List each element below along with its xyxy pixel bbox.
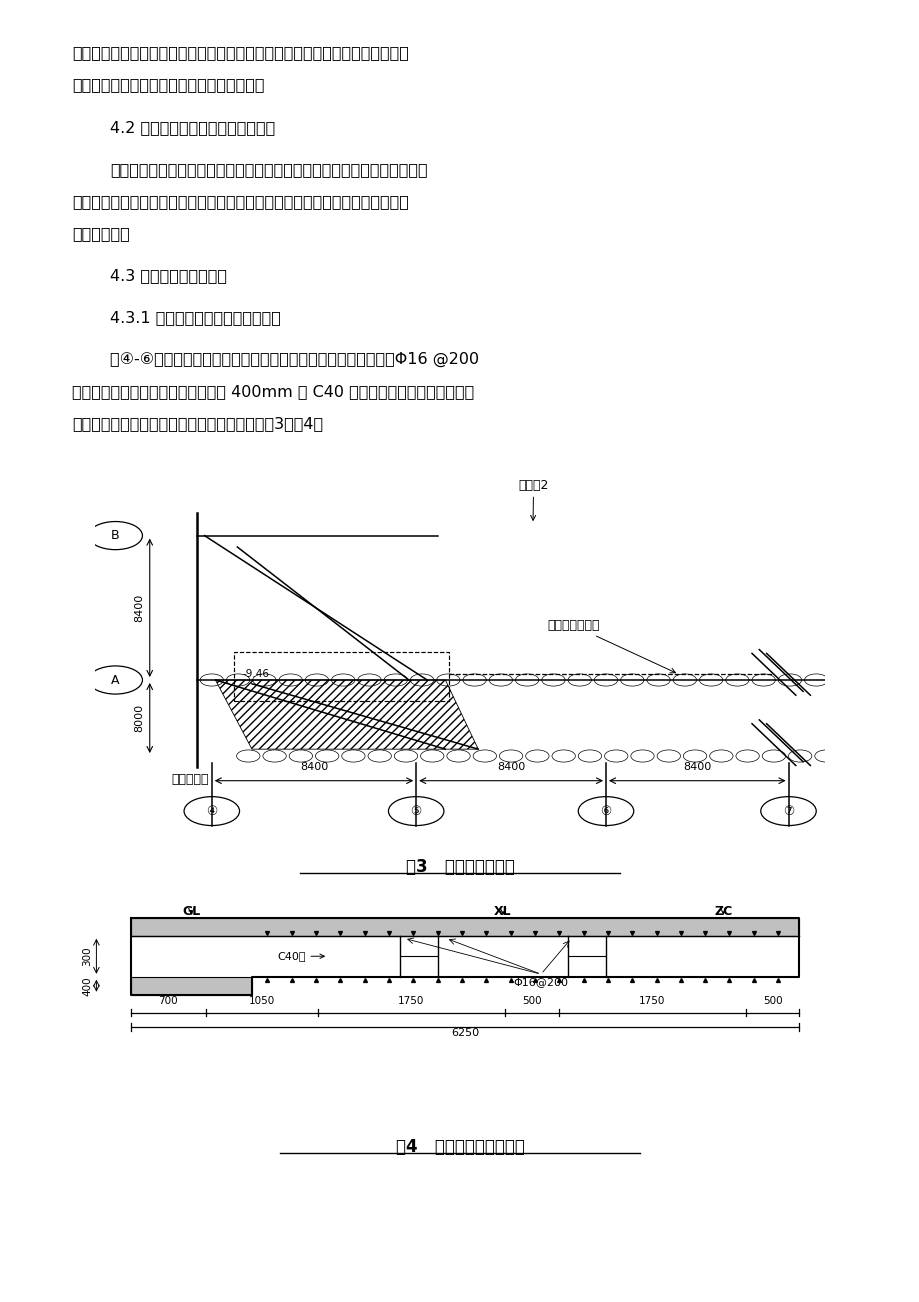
Text: ⑤: ⑤ <box>410 805 422 818</box>
Text: 渗漏的现象。: 渗漏的现象。 <box>72 227 130 241</box>
Text: B: B <box>111 529 119 542</box>
Text: 6250: 6250 <box>450 1029 479 1038</box>
Text: 700: 700 <box>158 996 177 1006</box>
Text: XL: XL <box>494 905 511 918</box>
Text: 500: 500 <box>521 996 541 1006</box>
Text: A: A <box>111 673 119 686</box>
Text: 后减少暴露时间，同步应将砼浇至支护桩边。: 后减少暴露时间，同步应将砼浇至支护桩边。 <box>72 77 265 92</box>
Text: 1750: 1750 <box>639 996 664 1006</box>
Text: 4.3 迅速加固支护构造。: 4.3 迅速加固支护构造。 <box>110 268 227 283</box>
Text: 石垫层，所有改用素砼迅速将断裂处附近底板垫层施工完毕，以使土体被砼封底: 石垫层，所有改用素砼迅速将断裂处附近底板垫层施工完毕，以使土体被砼封底 <box>72 46 408 60</box>
Text: ZC: ZC <box>713 905 732 918</box>
Text: 拟增加的钢支撑: 拟增加的钢支撑 <box>547 620 675 673</box>
Text: 冠梁断裂处: 冠梁断裂处 <box>172 773 209 786</box>
Text: 坑外地面、挂网喷浆护坡面凡已出现地表裂缝应及时用水泥砂浆封填，如遇: 坑外地面、挂网喷浆护坡面凡已出现地表裂缝应及时用水泥砂浆封填，如遇 <box>110 161 427 177</box>
Text: ④: ④ <box>206 805 217 818</box>
Text: ⑦: ⑦ <box>782 805 793 818</box>
Text: 雨天应及时用防水彩条布覆盖。原集水沟用防水砂浆重新粉刷，制止排放水严重: 雨天应及时用防水彩条布覆盖。原集水沟用防水砂浆重新粉刷，制止排放水严重 <box>72 194 408 210</box>
Text: 1050: 1050 <box>248 996 275 1006</box>
Text: 图4   水平支撑内增设砼板: 图4 水平支撑内增设砼板 <box>395 1138 524 1156</box>
Text: 8400: 8400 <box>134 594 143 622</box>
Text: 8400: 8400 <box>300 763 328 772</box>
Text: 300: 300 <box>83 947 93 966</box>
Text: 500: 500 <box>762 996 782 1006</box>
Text: 成整体，增强该处支护构造的整体刚度。（见图3、图4）: 成整体，增强该处支护构造的整体刚度。（见图3、图4） <box>72 417 323 431</box>
Text: 1750: 1750 <box>398 996 425 1006</box>
Text: 的钢筋，先植筋后绑扎网片，满浇成 400mm 厚 C40 砼板，将支撑杆件于后浇板连: 的钢筋，先植筋后绑扎网片，满浇成 400mm 厚 C40 砼板，将支撑杆件于后浇… <box>72 384 473 398</box>
Text: C40板: C40板 <box>277 952 324 961</box>
Text: 400: 400 <box>83 976 93 996</box>
Text: 4.2 封填地表裂缝，减少坑外荷载。: 4.2 封填地表裂缝，减少坑外荷载。 <box>110 120 275 135</box>
Polygon shape <box>130 976 252 995</box>
Text: 8400: 8400 <box>683 763 710 772</box>
Text: 4.3.1 断裂附近水平支承系统的加固: 4.3.1 断裂附近水平支承系统的加固 <box>110 310 280 326</box>
Text: 将④-⑥轴断裂处附近水平支撑的两个三角空格按双层双向、配置Φ16 @200: 将④-⑥轴断裂处附近水平支撑的两个三角空格按双层双向、配置Φ16 @200 <box>110 352 479 367</box>
Text: GL: GL <box>182 905 200 918</box>
Text: 图3   加固平面示意图: 图3 加固平面示意图 <box>405 858 514 876</box>
Text: 坑中坑2: 坑中坑2 <box>517 479 548 521</box>
Polygon shape <box>130 918 799 936</box>
Text: Φ16@200: Φ16@200 <box>513 976 568 987</box>
Text: 8400: 8400 <box>496 763 525 772</box>
Text: 8000: 8000 <box>134 704 143 732</box>
Text: -9.46: -9.46 <box>243 669 269 680</box>
Text: ⑥: ⑥ <box>600 805 611 818</box>
